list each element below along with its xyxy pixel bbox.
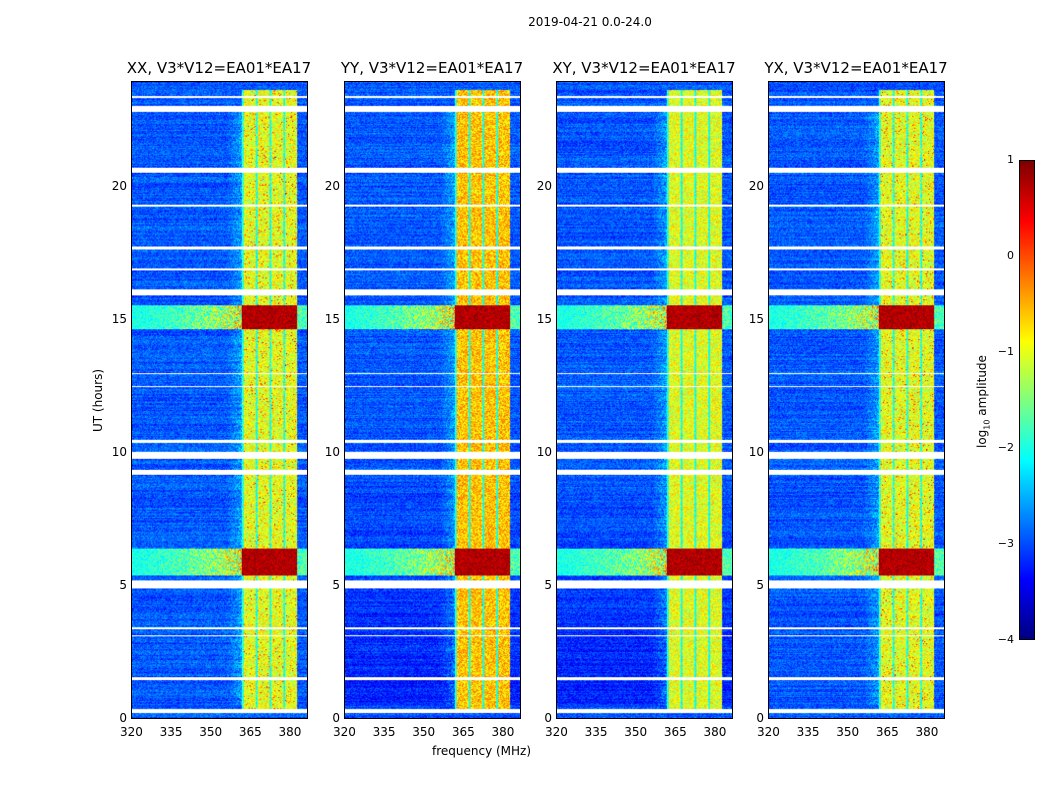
colorbar-tick-label: 0 (1007, 249, 1014, 262)
y-tick-label: 5 (544, 578, 552, 593)
x-tick-label: 335 (796, 725, 820, 739)
x-tick-label: 380 (703, 725, 727, 739)
x-tick-label: 350 (624, 725, 648, 739)
colorbar-label: log10 amplitude (975, 355, 992, 448)
x-tick-label: 380 (915, 725, 939, 739)
panel-title: XY, V3*V12=EA01*EA17 (552, 59, 736, 77)
y-tick-label: 20 (536, 179, 552, 194)
y-tick-label: 0 (119, 711, 127, 725)
heatmap-panel (556, 81, 733, 719)
x-tick-label: 335 (159, 725, 183, 739)
x-tick-label: 365 (875, 725, 899, 739)
x-tick-label: 335 (584, 725, 608, 739)
heatmap-image (769, 82, 944, 718)
colorbar-tick-label: −3 (997, 537, 1014, 550)
x-tick-label: 365 (451, 725, 475, 739)
heatmap-panel (131, 81, 308, 719)
y-tick-label: 0 (756, 711, 764, 725)
y-tick-label: 5 (756, 578, 764, 593)
colorbar-tick-label: −1 (997, 345, 1014, 358)
x-axis-label: frequency (MHz) (432, 744, 532, 758)
y-axis-label: UT (hours) (91, 368, 105, 432)
y-tick-label: 10 (748, 445, 764, 460)
heatmap-image (557, 82, 732, 718)
colorbar-tick-label: 1 (1007, 153, 1014, 166)
x-tick-label: 365 (238, 725, 262, 739)
y-tick-label: 20 (111, 179, 127, 194)
y-tick-label: 15 (748, 312, 764, 327)
panel-title: XX, V3*V12=EA01*EA17 (126, 59, 312, 77)
x-tick-label: 350 (412, 725, 436, 739)
y-tick-label: 15 (324, 312, 340, 327)
y-tick-label: 20 (324, 179, 340, 194)
x-tick-label: 365 (663, 725, 687, 739)
colorbar-tick-label: −4 (997, 633, 1014, 646)
y-tick-label: 10 (536, 445, 552, 460)
y-tick-label: 5 (332, 578, 340, 593)
heatmap-panel (768, 81, 945, 719)
y-tick-label: 10 (111, 445, 127, 460)
x-tick-label: 320 (545, 725, 568, 739)
y-tick-label: 0 (332, 711, 340, 725)
x-tick-label: 320 (757, 725, 780, 739)
heatmap-image (345, 82, 520, 718)
x-tick-label: 320 (120, 725, 143, 739)
colorbar (1019, 160, 1035, 640)
y-tick-label: 5 (119, 578, 127, 593)
panel-title: YX, V3*V12=EA01*EA17 (764, 59, 948, 77)
y-tick-label: 20 (748, 179, 764, 194)
y-tick-label: 10 (324, 445, 340, 460)
heatmap-image (132, 82, 307, 718)
colorbar-tick-label: −2 (997, 441, 1014, 454)
y-tick-label: 15 (111, 312, 127, 327)
figure-title: 2019-04-21 0.0-24.0 (528, 15, 652, 29)
x-tick-label: 350 (199, 725, 223, 739)
y-tick-label: 15 (536, 312, 552, 327)
x-tick-label: 350 (836, 725, 860, 739)
x-tick-label: 380 (278, 725, 302, 739)
x-tick-label: 320 (333, 725, 356, 739)
panel-title: YY, V3*V12=EA01*EA17 (340, 59, 524, 77)
x-tick-label: 380 (491, 725, 515, 739)
y-tick-label: 0 (544, 711, 552, 725)
heatmap-panel (344, 81, 521, 719)
x-tick-label: 335 (372, 725, 396, 739)
